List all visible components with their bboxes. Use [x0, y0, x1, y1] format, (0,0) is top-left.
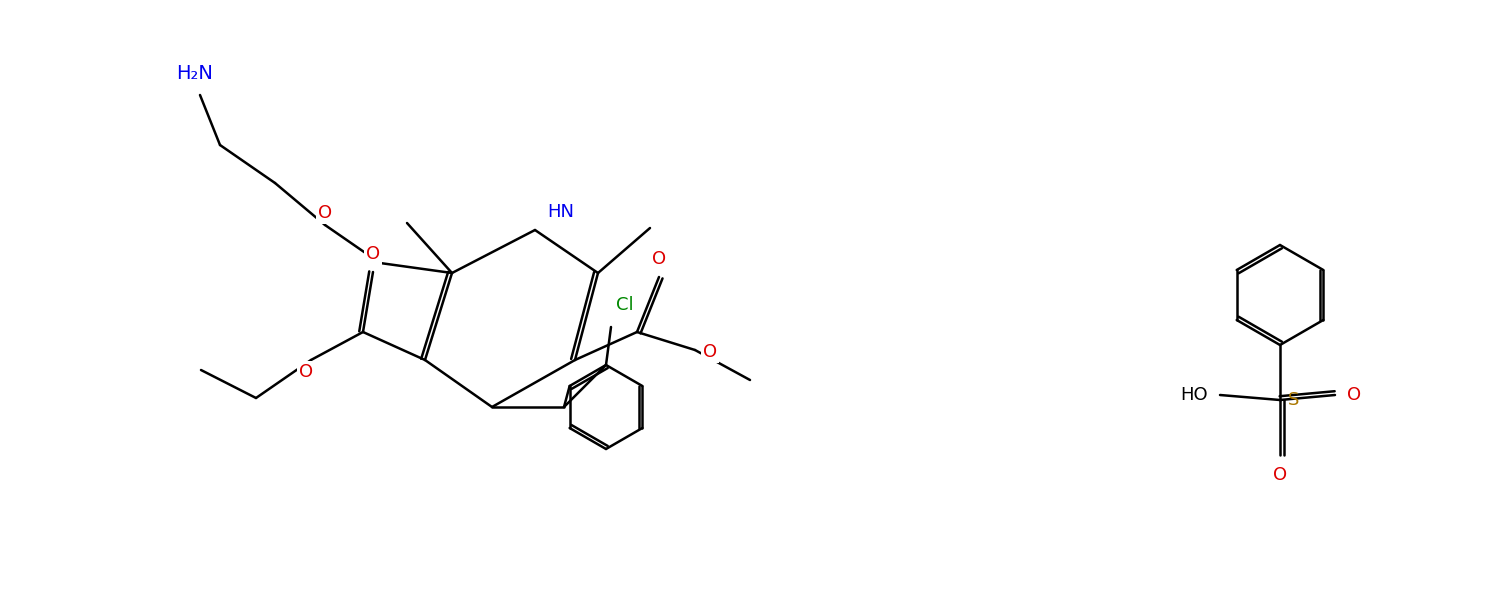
- Text: Cl: Cl: [616, 296, 633, 314]
- Text: O: O: [366, 245, 381, 263]
- Text: O: O: [703, 343, 718, 361]
- Text: O: O: [317, 204, 332, 222]
- Text: O: O: [1346, 386, 1361, 404]
- Text: S: S: [1287, 391, 1299, 409]
- Text: O: O: [651, 250, 666, 268]
- Text: HN: HN: [547, 203, 574, 221]
- Text: O: O: [1272, 466, 1287, 484]
- Text: H₂N: H₂N: [177, 63, 213, 82]
- Text: O: O: [299, 363, 313, 381]
- Text: HO: HO: [1180, 386, 1207, 404]
